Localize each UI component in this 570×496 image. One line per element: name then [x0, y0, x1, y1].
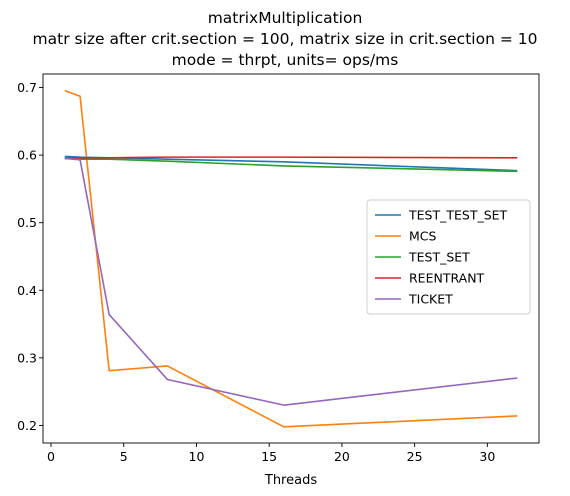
x-tick-label: 15: [261, 449, 277, 464]
x-tick-label: 5: [120, 449, 128, 464]
plot-area-frame: [42, 73, 540, 444]
y-tick-label: 0.2: [17, 418, 37, 433]
series-line-mcs: [64, 89, 518, 428]
y-tick-label: 0.5: [17, 215, 37, 230]
chart-title-line-1: matrixMultiplication: [208, 9, 363, 27]
series-line-reentrant: [64, 156, 518, 160]
chart-title-line-3: mode = thrpt, units= ops/ms: [172, 51, 399, 69]
y-tick-label: 0.3: [17, 350, 37, 365]
legend-box: [366, 199, 531, 315]
x-axis: 0 5 10 15 20 25 30: [47, 443, 495, 464]
chart-title: matrixMultiplication matr size after cri…: [33, 9, 538, 69]
legend-entry-label: TICKET: [408, 292, 453, 307]
legend: TEST_TEST_SET MCS TEST_SET REENTRANT TICKET: [366, 199, 531, 315]
y-axis: 0.2 0.3 0.4 0.5 0.6 0.7: [17, 80, 43, 433]
x-tick-label: 30: [479, 449, 495, 464]
legend-entry-label: REENTRANT: [409, 271, 485, 286]
x-axis-label: Threads: [264, 473, 317, 488]
series-line-test-set: [64, 156, 518, 173]
x-tick-label: 0: [47, 449, 55, 464]
y-tick-label: 0.7: [17, 80, 37, 95]
series-line-ticket: [64, 157, 518, 406]
legend-entry-label: MCS: [409, 229, 437, 244]
x-tick-label: 25: [407, 449, 423, 464]
legend-entry-label: TEST_TEST_SET: [408, 208, 508, 223]
series-line-test-test-set: [64, 155, 518, 172]
y-tick-label: 0.4: [17, 283, 37, 298]
chart-title-line-2: matr size after crit.section = 100, matr…: [33, 30, 538, 48]
x-tick-label: 10: [189, 449, 205, 464]
series-layer: [64, 89, 518, 428]
legend-entry-label: TEST_SET: [408, 250, 470, 265]
x-tick-label: 20: [334, 449, 350, 464]
y-tick-label: 0.6: [17, 148, 37, 163]
